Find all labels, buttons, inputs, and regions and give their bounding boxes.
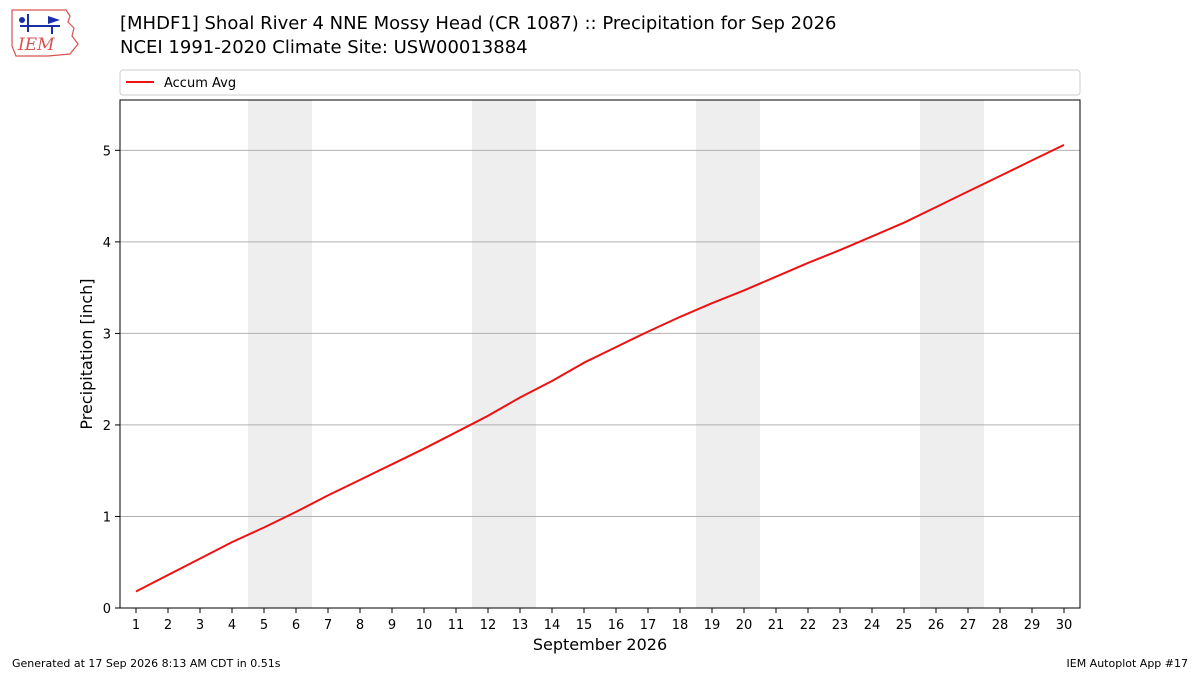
x-tick-label: 3 [196,618,204,633]
app-credit: IEM Autoplot App #17 [1066,657,1189,670]
x-tick-label: 5 [260,618,268,633]
y-tick-label: 5 [103,144,111,159]
title-line-2: NCEI 1991-2020 Climate Site: USW00013884 [120,37,528,58]
grid-lines [120,149,1080,517]
series-layer [135,144,1065,593]
legend-label-accum-avg: Accum Avg [164,76,236,91]
x-axis-ticks: 1 2 3 4 5 6 7 8 9 10 11 12 13 14 15 16 17 18 19 20 21 22 23 24 2… [132,608,1072,633]
x-tick-label: 15 [576,618,593,633]
x-tick-label: 21 [768,618,785,633]
x-tick-label: 13 [512,618,529,633]
weekend-band-3 [696,100,760,608]
x-tick-label: 9 [388,618,396,633]
x-tick-label: 2 [164,618,172,633]
x-tick-label: 22 [800,618,817,633]
x-tick-label: 8 [356,618,364,633]
generated-timestamp: Generated at 17 Sep 2026 8:13 AM CDT in … [12,657,281,670]
x-tick-label: 27 [960,618,977,633]
weekend-band-4 [920,100,984,608]
logo-text: IEM [17,35,55,55]
x-tick-label: 14 [544,618,561,633]
x-tick-label: 16 [608,618,625,633]
weekend-band-1 [248,100,312,608]
x-tick-label: 25 [896,618,913,633]
legend: Accum Avg [119,69,1081,96]
x-tick-label: 10 [416,618,433,633]
iem-logo-graphic: IEM [11,9,79,57]
series-line-accum-avg [135,144,1065,593]
x-tick-label: 11 [448,618,465,633]
x-tick-label: 17 [640,618,657,633]
x-tick-label: 12 [480,618,497,633]
x-tick-label: 28 [992,618,1009,633]
x-tick-label: 19 [704,618,721,633]
weekend-bands [248,100,984,608]
y-axis-ticks: 0 1 2 3 4 5 [103,144,120,617]
x-tick-label: 20 [736,618,753,633]
weekend-band-2 [472,100,536,608]
x-tick-label: 24 [864,618,881,633]
iem-logo: IEM [8,6,82,60]
x-tick-label: 7 [324,618,332,633]
y-tick-label: 1 [103,510,111,525]
plot-frame [119,99,1081,609]
title-line-1: [MHDF1] Shoal River 4 NNE Mossy Head (CR… [120,13,837,34]
y-tick-label: 4 [103,236,111,251]
chart-title: [MHDF1] Shoal River 4 NNE Mossy Head (CR… [120,12,837,60]
x-tick-label: 18 [672,618,689,633]
x-tick-label: 30 [1056,618,1073,633]
x-tick-label: 29 [1024,618,1041,633]
x-tick-label: 4 [228,618,236,633]
x-tick-label: 23 [832,618,849,633]
x-axis-label: September 2026 [533,635,667,654]
x-tick-label: 6 [292,618,300,633]
y-axis-label: Precipitation [inch] [77,278,96,429]
x-tick-label: 1 [132,618,140,633]
y-tick-label: 3 [103,327,111,342]
legend-box [119,69,1081,96]
x-tick-label: 26 [928,618,945,633]
y-tick-label: 2 [103,419,111,434]
y-tick-label: 0 [103,602,111,617]
